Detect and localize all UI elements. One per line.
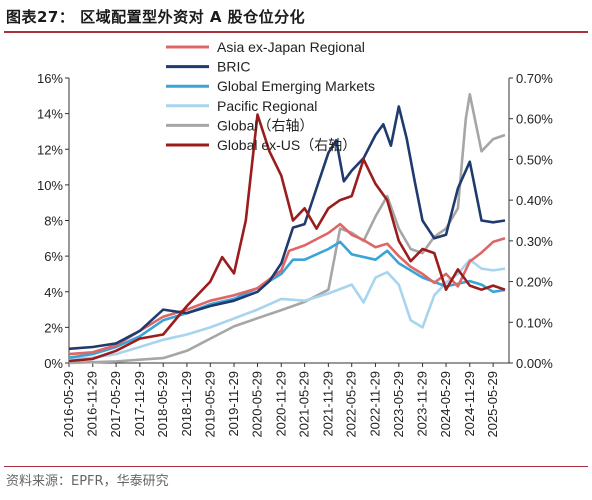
chart-axes: 0% 2% 4% 6% 8% 10% 12% 14% 16% 0.00% 0.10% 0.20% 0.3… [37, 71, 553, 438]
x-tick-label: 2020-11-29 [273, 371, 288, 437]
series-line-5 [68, 113, 506, 363]
x-tick-label: 2016-05-29 [61, 371, 76, 438]
x-tick-label: 2021-05-29 [297, 371, 312, 438]
series-line-1 [68, 105, 506, 351]
y-right-tick-label: 0.00% [516, 356, 553, 371]
x-tick-label: 2024-05-29 [438, 371, 453, 438]
y-left-tick-label: 6% [44, 249, 63, 264]
chart-title: 图表27： 区域配置型外资对 A 股仓位分化 [6, 8, 306, 26]
legend-label: BRIC [217, 59, 250, 75]
x-tick-label: 2019-11-29 [226, 371, 241, 437]
x-tick-label: 2019-05-29 [202, 371, 217, 438]
y-right-tick-label: 0.60% [516, 112, 553, 127]
x-tick-label: 2018-05-29 [155, 371, 170, 438]
series-line-3 [68, 258, 506, 361]
y-left-tick-label: 10% [37, 178, 63, 193]
y-right-tick-label: 0.30% [516, 234, 553, 249]
chart-lines [68, 93, 506, 365]
chart-legend: Asia ex-Japan Regional BRIC Global Emergin… [166, 39, 375, 153]
x-tick-label: 2017-11-29 [132, 371, 147, 437]
y-left-tick-label: 16% [37, 71, 63, 86]
series-line-4 [68, 93, 506, 365]
x-tick-label: 2023-11-29 [415, 371, 430, 437]
x-tick-label: 2016-11-29 [85, 371, 100, 437]
legend-label: Asia ex-Japan Regional [217, 39, 365, 55]
legend-label: Global Emerging Markets [217, 78, 375, 94]
legend-label: Global ex-US（右轴） [217, 137, 356, 153]
y-right-tick-label: 0.10% [516, 315, 553, 330]
x-tick-label: 2025-05-29 [485, 371, 500, 438]
x-tick-label: 2023-05-29 [391, 371, 406, 438]
y-left-tick-label: 12% [37, 142, 63, 157]
y-left-tick-label: 8% [44, 214, 63, 229]
y-left-tick-label: 2% [44, 320, 63, 335]
y-right-tick-label: 0.40% [516, 193, 553, 208]
x-tick-label: 2021-11-29 [320, 371, 335, 437]
x-tick-label: 2022-05-29 [344, 371, 359, 438]
series-line-2 [68, 240, 506, 359]
legend-label: Global（右轴） [217, 117, 313, 133]
legend-label: Pacific Regional [217, 98, 317, 114]
footer-rule [4, 466, 588, 467]
y-right-tick-label: 0.70% [516, 71, 553, 86]
title-rule [4, 31, 588, 33]
x-tick-label: 2018-11-29 [179, 371, 194, 437]
source-note: 资料来源：EPFR，华泰研究 [6, 474, 169, 489]
y-right-tick-label: 0.20% [516, 275, 553, 290]
x-tick-label: 2024-11-29 [462, 371, 477, 437]
x-tick-label: 2022-11-29 [367, 371, 382, 437]
x-tick-label: 2017-05-29 [108, 371, 123, 438]
y-left-tick-label: 14% [37, 107, 63, 122]
y-left-tick-label: 4% [44, 285, 63, 300]
y-right-tick-label: 0.50% [516, 152, 553, 167]
x-tick-label: 2020-05-29 [250, 371, 265, 438]
y-left-tick-label: 0% [44, 356, 63, 371]
